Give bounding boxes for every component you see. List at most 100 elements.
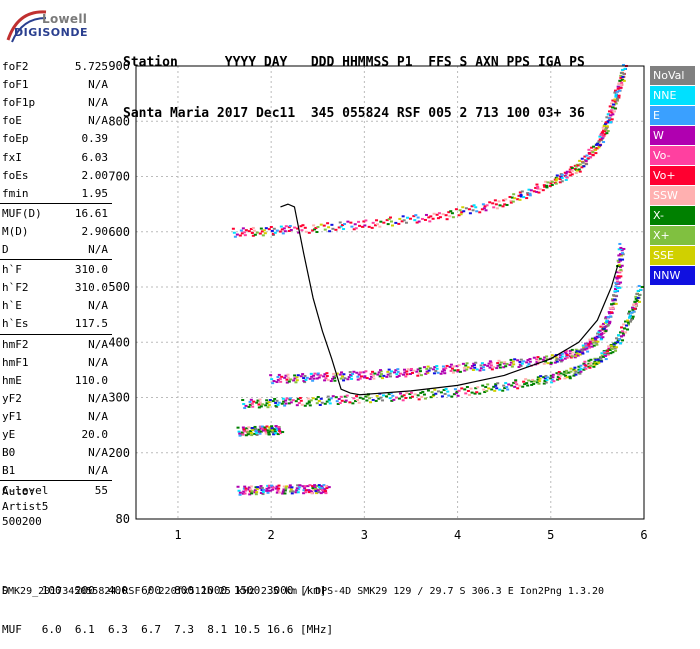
trace-point [616, 85, 620, 88]
trace-point [425, 370, 429, 373]
trace-point [404, 221, 408, 224]
trace-point [364, 219, 368, 222]
trace-point [357, 401, 361, 404]
trace-point [365, 377, 369, 380]
trace-point [377, 397, 381, 400]
trace-point [464, 207, 468, 210]
trace-point [616, 259, 620, 262]
trace-point [417, 372, 421, 375]
trace-point [260, 230, 264, 233]
trace-point [413, 393, 417, 396]
trace-point [535, 381, 539, 384]
trace-point [532, 382, 536, 385]
trace-point [621, 252, 625, 255]
trace-point [626, 328, 630, 331]
trace-point [592, 344, 596, 347]
trace-point [280, 375, 284, 378]
trace-point [528, 194, 532, 197]
trace-point [391, 394, 395, 397]
trace-point [633, 307, 637, 310]
trace-point [509, 201, 513, 204]
trace-point [498, 363, 502, 366]
trace-point [494, 384, 498, 387]
trace-point [268, 428, 272, 431]
trace-point [244, 489, 248, 492]
trace-point [274, 432, 278, 435]
trace-point [462, 366, 466, 369]
trace-point [250, 427, 254, 430]
trace-point [570, 351, 574, 354]
trace-point [568, 174, 572, 177]
trace-point [511, 360, 515, 363]
trace-point [487, 362, 491, 365]
trace-point [513, 197, 517, 200]
trace-point [379, 396, 383, 399]
trace-point [548, 185, 552, 188]
trace-point [582, 368, 586, 371]
trace-point [606, 353, 610, 356]
trace-point [565, 170, 569, 173]
trace-point [585, 346, 589, 349]
trace-point [554, 359, 558, 362]
trace-point [588, 340, 592, 343]
trace-point [444, 214, 448, 217]
trace-point [255, 401, 259, 404]
trace-point [368, 378, 372, 381]
trace-point [236, 485, 240, 488]
profile-line [280, 203, 619, 396]
trace-point [618, 79, 622, 82]
trace-point [514, 379, 518, 382]
param-row: M(D) 2.90 [2, 225, 108, 243]
trace-point [478, 369, 482, 372]
trace-point [323, 490, 327, 493]
trace-point [278, 230, 282, 233]
trace-point [340, 371, 344, 374]
trace-point [613, 91, 617, 94]
param-key: foF2 [2, 60, 29, 73]
trace-point [386, 223, 390, 226]
trace-point [274, 425, 278, 428]
trace-point [350, 377, 354, 380]
trace-point [476, 386, 480, 389]
trace-point [478, 392, 482, 395]
trace-point [307, 401, 311, 404]
trace-point [598, 138, 602, 141]
trace-point [392, 371, 396, 374]
trace-point [444, 367, 448, 370]
trace-point [465, 386, 469, 389]
param-key: D [2, 243, 9, 256]
trace-point [443, 372, 447, 375]
trace-point [333, 379, 337, 382]
trace-point [415, 370, 419, 373]
trace-point [558, 356, 562, 359]
trace-point [283, 492, 287, 495]
trace-point [275, 485, 279, 488]
trace-point [584, 343, 588, 346]
trace-point [574, 355, 578, 358]
trace-point [453, 369, 457, 372]
trace-point [604, 358, 608, 361]
trace-point [611, 351, 615, 354]
trace-point [584, 159, 588, 162]
trace-point [535, 358, 539, 361]
trace-point [623, 67, 627, 70]
trace-point [401, 215, 405, 218]
trace-point [349, 221, 353, 224]
trace-point [587, 342, 591, 345]
param-row: h`Es 117.5 [2, 317, 108, 335]
trace-point [299, 375, 303, 378]
trace-point [583, 155, 587, 158]
trace-point [406, 368, 410, 371]
trace-point [575, 352, 579, 355]
trace-point [349, 373, 353, 376]
trace-point [258, 232, 262, 235]
trace-point [554, 182, 558, 185]
trace-point [441, 365, 445, 368]
trace-point [605, 319, 609, 322]
trace-point [612, 294, 616, 297]
trace-point [319, 397, 323, 400]
trace-point [515, 383, 519, 386]
trace-point [275, 381, 279, 384]
trace-point [277, 426, 281, 429]
trace-point [382, 221, 386, 224]
